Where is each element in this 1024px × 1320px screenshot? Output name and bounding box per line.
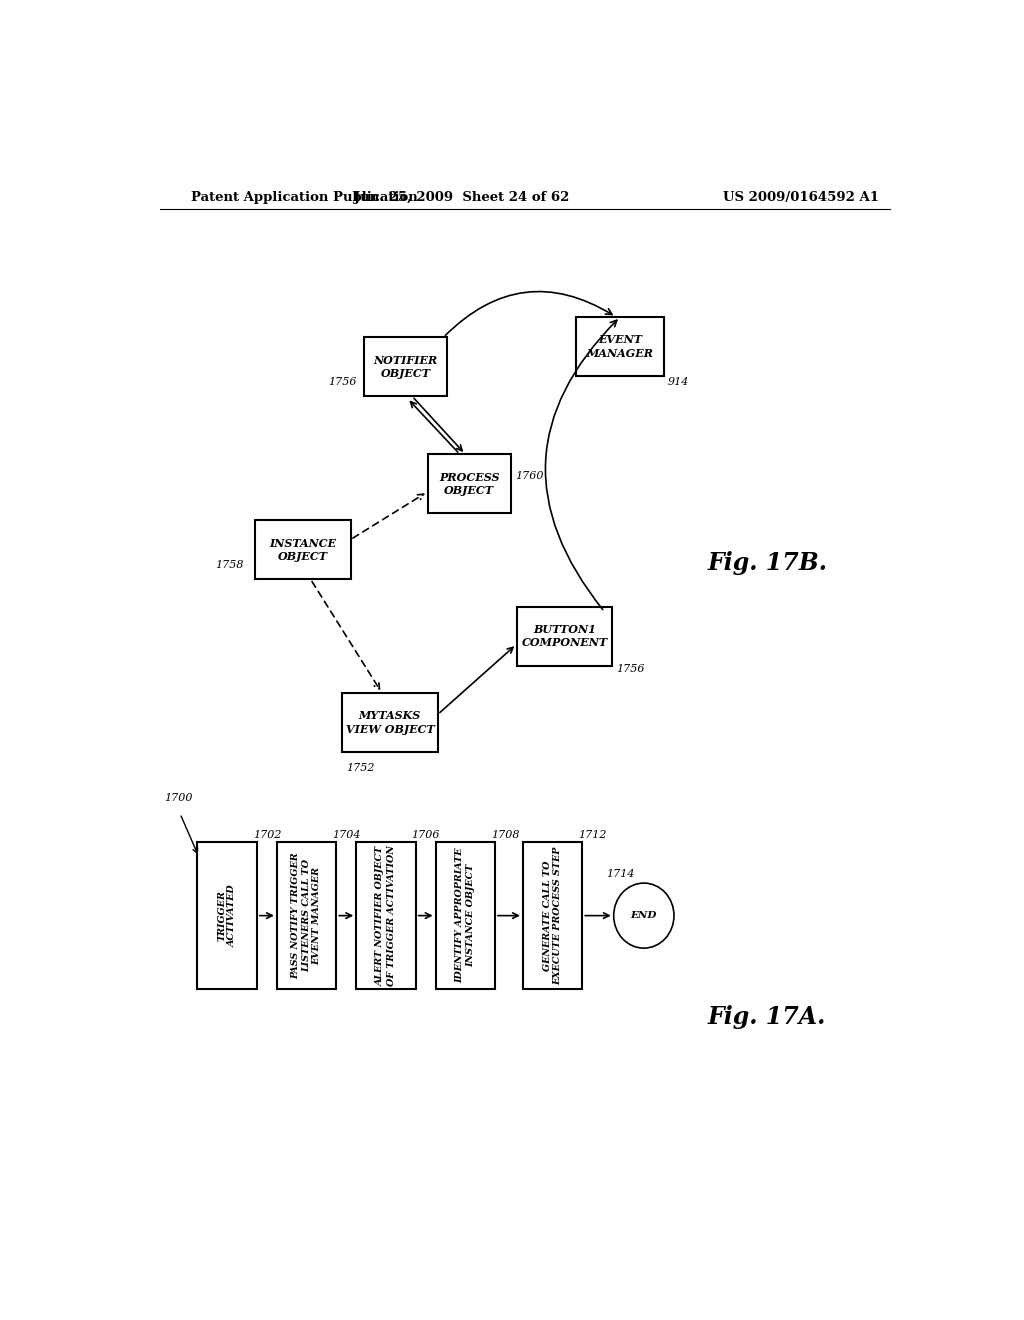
Bar bbox=[342, 693, 438, 752]
Text: MYTASKS
VIEW OBJECT: MYTASKS VIEW OBJECT bbox=[345, 710, 434, 735]
Bar bbox=[577, 317, 664, 376]
Bar bbox=[435, 842, 495, 989]
Ellipse shape bbox=[613, 883, 674, 948]
Bar bbox=[255, 520, 350, 579]
Text: PASS NOTIFY TRIGGER
LISTENERS CALL TO
EVENT MANAGER: PASS NOTIFY TRIGGER LISTENERS CALL TO EV… bbox=[292, 853, 322, 979]
Text: END: END bbox=[631, 911, 657, 920]
Text: NOTIFIER
OBJECT: NOTIFIER OBJECT bbox=[374, 355, 438, 379]
Text: TRIGGER
ACTIVATED: TRIGGER ACTIVATED bbox=[217, 884, 237, 946]
Text: 1704: 1704 bbox=[333, 830, 360, 840]
Text: ALERT NOTIFIER OBJECT
OF TRIGGER ACTIVATION: ALERT NOTIFIER OBJECT OF TRIGGER ACTIVAT… bbox=[376, 845, 395, 986]
Text: EVENT
MANAGER: EVENT MANAGER bbox=[587, 334, 653, 359]
Text: PROCESS
OBJECT: PROCESS OBJECT bbox=[439, 471, 500, 496]
Text: 1706: 1706 bbox=[412, 830, 440, 840]
Bar bbox=[428, 454, 511, 513]
Text: INSTANCE
OBJECT: INSTANCE OBJECT bbox=[269, 537, 336, 562]
Text: US 2009/0164592 A1: US 2009/0164592 A1 bbox=[723, 190, 880, 203]
Text: 1708: 1708 bbox=[492, 830, 519, 840]
Text: 1752: 1752 bbox=[346, 763, 375, 774]
Text: BUTTON1
COMPONENT: BUTTON1 COMPONENT bbox=[521, 624, 607, 648]
Text: Jun. 25, 2009  Sheet 24 of 62: Jun. 25, 2009 Sheet 24 of 62 bbox=[353, 190, 569, 203]
Text: Patent Application Publication: Patent Application Publication bbox=[191, 190, 418, 203]
Text: GENERATE CALL TO
EXECUTE PROCESS STEP: GENERATE CALL TO EXECUTE PROCESS STEP bbox=[543, 846, 562, 985]
Bar bbox=[356, 842, 416, 989]
Bar bbox=[523, 842, 583, 989]
Text: Fig. 17A.: Fig. 17A. bbox=[708, 1006, 825, 1030]
Bar bbox=[276, 842, 336, 989]
Text: 1702: 1702 bbox=[253, 830, 282, 840]
Bar bbox=[365, 338, 447, 396]
Text: 1756: 1756 bbox=[616, 664, 645, 673]
Text: 1758: 1758 bbox=[215, 560, 244, 570]
Text: 914: 914 bbox=[668, 378, 689, 387]
Text: Fig. 17B.: Fig. 17B. bbox=[708, 550, 827, 576]
Text: 1714: 1714 bbox=[606, 869, 634, 879]
Text: 1700: 1700 bbox=[164, 793, 193, 804]
Text: 1756: 1756 bbox=[329, 378, 357, 387]
Text: 1760: 1760 bbox=[515, 470, 544, 480]
Text: 1712: 1712 bbox=[579, 830, 607, 840]
Bar bbox=[516, 607, 612, 665]
Bar bbox=[198, 842, 257, 989]
Text: IDENTIFY APPROPRIATE
INSTANCE OBJECT: IDENTIFY APPROPRIATE INSTANCE OBJECT bbox=[456, 847, 475, 983]
